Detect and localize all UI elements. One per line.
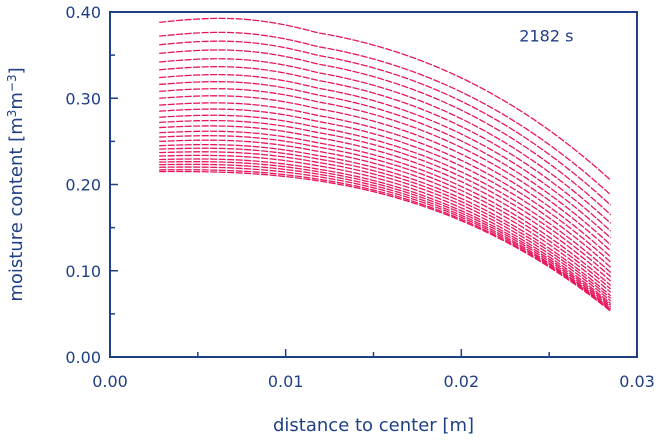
time-annotation: 2182 s: [519, 26, 573, 45]
moisture-profile-line: [159, 158, 612, 306]
moisture-profile-line: [159, 40, 612, 206]
moisture-profile-line: [159, 161, 612, 308]
moisture-profile-line: [159, 49, 612, 216]
x-tick-label: 0.02: [444, 372, 480, 391]
y-tick-label: 0.40: [65, 3, 101, 22]
y-axis-title: moisture content [m3m−3]: [5, 67, 27, 301]
y-axis-title-base: moisture content [m: [6, 117, 27, 301]
moisture-profile-line: [159, 143, 612, 297]
moisture-profile-line: [159, 151, 612, 302]
moisture-profile-line: [159, 169, 612, 311]
moisture-profile-line: [159, 95, 612, 258]
moisture-profile-line: [159, 58, 612, 224]
y-tick-label: 0.00: [65, 348, 101, 367]
moisture-profile-line: [159, 81, 612, 246]
y-axis-title-end: ]: [6, 67, 27, 74]
moisture-profile-line: [159, 114, 612, 273]
x-tick-label: 0.01: [268, 372, 304, 391]
plot-frame: [109, 11, 638, 358]
moisture-profile-line: [159, 108, 612, 268]
moisture-profile-line: [159, 139, 612, 293]
y-axis-title-sup1: 3: [5, 110, 19, 118]
moisture-profile-line: [159, 170, 612, 312]
moisture-profile-line: [159, 147, 612, 299]
moisture-profile-line: [159, 119, 612, 278]
y-tick-label: 0.20: [65, 176, 101, 195]
moisture-profile-line: [159, 130, 612, 286]
moisture-profile-line: [159, 31, 612, 196]
moisture-profile-line: [159, 135, 612, 290]
moisture-profile-line: [159, 102, 612, 263]
x-axis-title: distance to center [m]: [273, 415, 474, 436]
moisture-profile-line: [159, 125, 612, 282]
moisture-profile-line: [159, 154, 612, 305]
series-layer: [159, 17, 612, 312]
moisture-profile-line: [159, 163, 612, 310]
x-tick-label: 0.03: [619, 372, 655, 391]
y-axis-title-mid: m: [6, 92, 27, 110]
y-tick-label: 0.30: [65, 89, 101, 108]
y-tick-label: 0.10: [65, 262, 101, 281]
moisture-profile-line: [159, 73, 612, 239]
y-axis-title-sup2: −3: [5, 74, 19, 92]
moisture-profile-line: [159, 166, 612, 311]
x-tick-label: 0.00: [92, 372, 128, 391]
moisture-profile-line: [159, 66, 612, 232]
moisture-profile-line: [159, 17, 612, 181]
moisture-profile-line: [159, 88, 612, 252]
ticks-layer: 0.00 0.01 0.02 0.03 0.00 0.10 0.20 0.30 0.40: [65, 3, 654, 391]
